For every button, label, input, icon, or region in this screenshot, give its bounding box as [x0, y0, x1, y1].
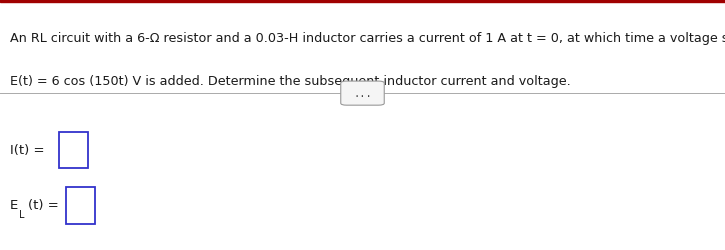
- Text: L: L: [19, 210, 25, 220]
- Text: An RL circuit with a 6-Ω resistor and a 0.03-H inductor carries a current of 1 A: An RL circuit with a 6-Ω resistor and a …: [10, 32, 725, 45]
- FancyBboxPatch shape: [341, 82, 384, 106]
- Text: (t) =: (t) =: [28, 198, 62, 211]
- Text: E: E: [10, 198, 18, 211]
- FancyBboxPatch shape: [59, 132, 88, 169]
- Text: ...: ...: [353, 89, 372, 99]
- Text: E(t) = 6 cos (150t) V is added. Determine the subsequent inductor current and vo: E(t) = 6 cos (150t) V is added. Determin…: [10, 74, 571, 88]
- Bar: [0, 0, 725, 3]
- FancyBboxPatch shape: [66, 188, 95, 224]
- Text: I(t) =: I(t) =: [10, 144, 49, 156]
